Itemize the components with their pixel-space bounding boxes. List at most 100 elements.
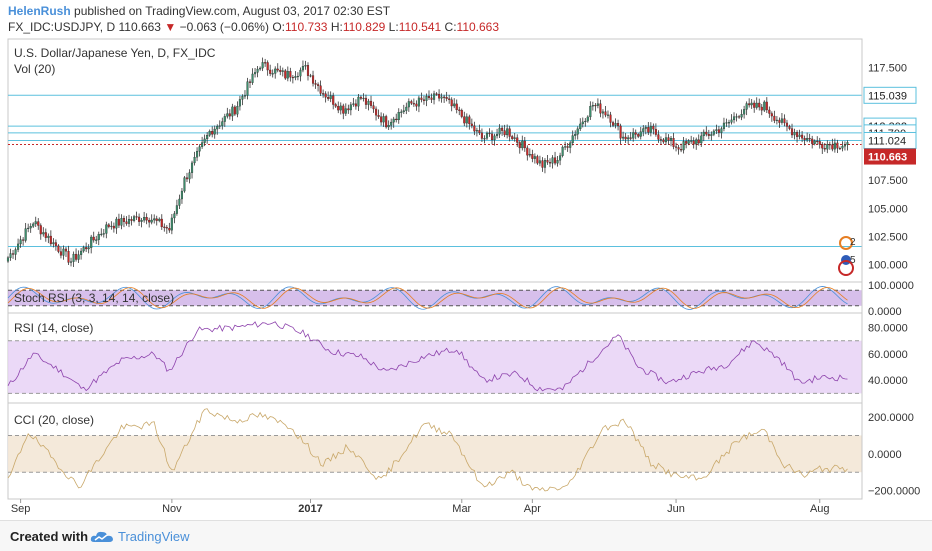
candle-body: [208, 131, 211, 136]
candle-body: [460, 110, 463, 117]
candle-body: [213, 128, 216, 135]
candle-body: [503, 130, 506, 136]
candle-body: [165, 227, 168, 229]
candle-body: [271, 73, 274, 75]
candle-body: [132, 216, 136, 221]
candle-body: [702, 131, 705, 137]
candle-body: [622, 136, 625, 139]
candle-body: [37, 221, 40, 226]
candle-body: [115, 218, 118, 229]
candle-body: [760, 106, 763, 111]
candle-body: [100, 233, 103, 235]
tradingview-link[interactable]: TradingView: [118, 529, 190, 544]
candle-body: [327, 97, 330, 99]
candle-body: [432, 93, 436, 100]
candle-body: [768, 109, 771, 114]
candle-body: [102, 233, 105, 235]
candle-body: [818, 141, 821, 145]
candle-body: [32, 223, 35, 227]
rsi-series-line: [7, 321, 848, 392]
candle-body: [309, 75, 312, 77]
candle-body: [463, 116, 466, 124]
candle-body: [231, 106, 234, 117]
candle-body: [841, 145, 844, 149]
candle-body: [443, 96, 446, 98]
author-link[interactable]: HelenRush: [8, 4, 71, 18]
candle-body: [448, 98, 451, 100]
candle-body: [553, 157, 557, 164]
event-markers[interactable]: 2 5: [838, 236, 856, 276]
candle-body: [806, 138, 809, 141]
candle-body: [367, 100, 370, 105]
candle-body: [324, 93, 327, 98]
candle-body: [420, 97, 423, 100]
candle-body: [695, 139, 698, 145]
candle-body: [490, 133, 494, 141]
cci-pane[interactable]: CCI (20, close) 200.0000 0.0000 −200.0000: [7, 408, 920, 498]
candle-body: [697, 139, 700, 144]
candle-body: [773, 115, 776, 121]
candle-body: [455, 103, 458, 111]
candle-body: [155, 218, 158, 221]
candle-body: [617, 123, 620, 127]
candle-body: [811, 138, 814, 144]
candle-body: [521, 140, 524, 149]
candle-body: [823, 148, 826, 150]
candle-body: [838, 148, 841, 150]
candle-body: [685, 141, 688, 144]
published-text: published on TradingView.com, August 03,…: [74, 4, 391, 18]
candle-body: [14, 249, 17, 255]
candle-body: [27, 227, 30, 229]
time-axis[interactable]: Sep Nov 2017 Mar Apr Jun Aug: [11, 499, 830, 515]
candle-body: [322, 93, 325, 95]
candle-body: [185, 177, 189, 180]
candle-body: [644, 127, 647, 129]
price-tick-label: 105.000: [868, 203, 908, 215]
candle-body: [606, 114, 610, 116]
candle-body: [226, 113, 229, 117]
candle-body: [332, 95, 335, 105]
price-pane-title: U.S. Dollar/Japanese Yen, D, FX_IDC: [14, 46, 216, 60]
candle-body: [334, 104, 337, 107]
candle-body: [163, 226, 166, 228]
candle-body: [803, 138, 806, 141]
candle-body: [506, 128, 509, 136]
candle-body: [122, 218, 126, 222]
candle-body: [785, 122, 789, 127]
rsi-pane[interactable]: RSI (14, close) 80.0000 60.0000 40.0000: [7, 321, 908, 394]
candle-body: [69, 261, 73, 263]
candle-body: [377, 115, 380, 117]
earnings-marker-icon[interactable]: [839, 236, 853, 250]
stoch-rsi-pane[interactable]: Stoch RSI (3, 3, 14, 14, close) 100.0000…: [7, 280, 914, 318]
stoch-tick-label: 0.0000: [868, 306, 902, 318]
chart-area[interactable]: U.S. Dollar/Japanese Yen, D, FX_IDC Vol …: [0, 38, 932, 520]
candle-body: [259, 67, 262, 70]
level-price-tag: [863, 131, 917, 149]
candle-body: [478, 130, 481, 133]
candle-body: [372, 105, 375, 110]
cci-axis: 200.0000 0.0000 −200.0000: [868, 412, 920, 498]
candle-body: [291, 77, 294, 79]
candle-body: [24, 228, 27, 241]
price-tick-label: 102.500: [868, 231, 908, 243]
candle-body: [745, 103, 748, 110]
candle-body: [75, 253, 78, 260]
candle-body: [528, 154, 531, 156]
candle-body: [412, 103, 415, 105]
flag-marker-icon[interactable]: [838, 260, 854, 276]
candle-body: [337, 106, 340, 111]
time-tick-label: Aug: [810, 503, 830, 515]
cci-series-line: [7, 408, 848, 492]
candle-body: [496, 133, 499, 137]
stoch-axis: 100.0000 0.0000: [868, 280, 914, 318]
candle-body: [828, 144, 831, 146]
candle-body: [233, 106, 236, 115]
candle-body: [417, 97, 420, 107]
last-price-tag-label: 110.663: [868, 152, 907, 164]
candle-body: [306, 65, 310, 76]
chart-header: HelenRush published on TradingView.com, …: [0, 0, 932, 38]
price-pane[interactable]: U.S. Dollar/Japanese Yen, D, FX_IDC Vol …: [6, 46, 917, 272]
candle-body: [722, 122, 726, 129]
candle-body: [160, 218, 163, 228]
candle-body: [576, 128, 579, 135]
